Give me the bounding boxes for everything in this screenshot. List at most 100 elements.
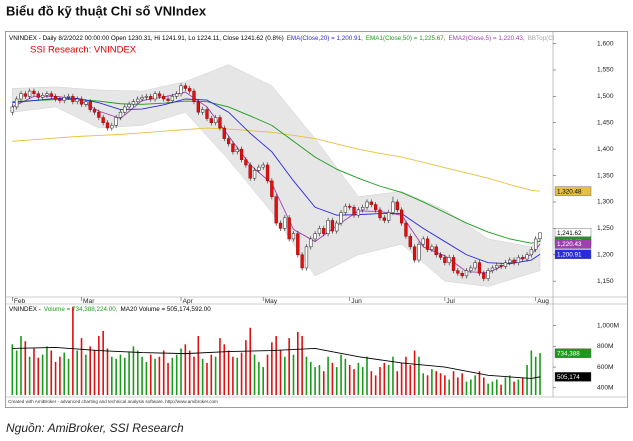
volume-bar [11,344,14,395]
candle-body [105,122,110,129]
volume-bar [444,375,446,395]
candle-body [464,270,469,277]
volume-bar [249,327,252,395]
candle-body [399,209,404,224]
candle-body [32,90,36,94]
candle-body [361,206,365,211]
volume-bar [115,358,117,395]
candle-body [425,238,430,250]
volume-bar [335,367,338,395]
value-box [554,372,592,382]
volume-bar [132,346,135,395]
indicator-line [12,99,541,244]
volume-bar [539,353,541,395]
volume-bar [232,356,234,395]
volume-bar [297,331,299,395]
volume-bar [80,338,83,395]
candle-body [304,246,309,269]
x-tick-label: Jun [351,298,362,305]
candle-body [183,85,187,89]
volume-bar [435,371,438,395]
candle-body [114,117,118,126]
volume-bar [340,354,342,395]
candle-body [75,98,79,102]
y-tick-label: 800M [597,343,614,350]
volume-bar [301,336,303,395]
candle-body [508,259,512,263]
candle-body [438,254,443,258]
candle-body [162,96,166,100]
value-box [554,348,592,358]
candle-body [200,109,205,113]
candle-body [534,238,538,250]
candle-body [529,249,534,256]
candle-body [339,212,343,224]
candle-body [265,164,270,182]
volume-bar [180,348,182,395]
candle-body [66,96,71,98]
y-tick-label: 1,450 [597,120,614,127]
candle-body [157,93,162,97]
candle-body [404,222,408,237]
candle-body [218,117,222,129]
x-tick-label: Apr [183,298,194,305]
candle-body [205,109,209,119]
volume-bar [331,362,334,395]
volume-bar [149,354,152,395]
volume-bar [111,356,113,395]
candle-body [287,217,291,240]
candle-body [244,159,248,166]
volume-bar [309,361,312,395]
candle-body [456,270,460,274]
value-box [554,239,592,249]
volume-bar [167,362,169,395]
candle-body [226,138,231,145]
candle-body [473,262,477,269]
volume-bar [288,338,290,395]
volume-bar [89,346,91,395]
volume-bar [465,381,468,395]
candle-body [538,232,542,240]
y-tick-label: 1,350 [597,172,614,179]
volume-bar [448,379,450,395]
candle-body [149,96,153,100]
volume-bar [24,341,27,395]
candle-body [213,117,218,124]
candle-body [447,257,451,263]
candle-body [495,265,499,269]
candle-body [123,106,127,113]
footer-note: Created with AmiBroker - advanced charti… [8,399,218,404]
y-tick-label: 1,150 [597,278,614,285]
candle-body [274,196,278,224]
y-tick-label: 1,000M [597,322,619,329]
candle-body [322,228,326,234]
candle-body [166,98,170,101]
candle-body [395,201,399,211]
volume-bar [500,384,502,395]
indicator-line [12,91,541,274]
volume-bar [145,361,148,395]
candle-body [10,106,14,113]
volume-bar [400,362,403,395]
volume-bar [59,356,61,395]
y-tick-label: 1,600 [597,40,614,47]
candle-body [521,257,525,260]
volume-bar [379,367,381,395]
volume-bar [50,350,53,395]
candle-body [101,117,105,124]
volume-bar [418,356,420,395]
volume-bar [292,354,295,395]
candle-body [469,267,473,271]
candle-body [477,262,482,274]
candle-body [58,98,62,101]
header-item: Volume = 734,388,224.00, [44,306,118,313]
candle-body [309,238,313,248]
header-item: EMA1(Close,50) = 1,225.67, [366,35,446,42]
volume-bar [210,354,213,395]
candle-body [291,233,296,240]
volume-bar [405,356,407,395]
volume-bar [102,330,104,395]
volume-bar [422,373,425,395]
volume-bar [236,357,239,395]
value-box-label: 734,388 [557,350,580,357]
